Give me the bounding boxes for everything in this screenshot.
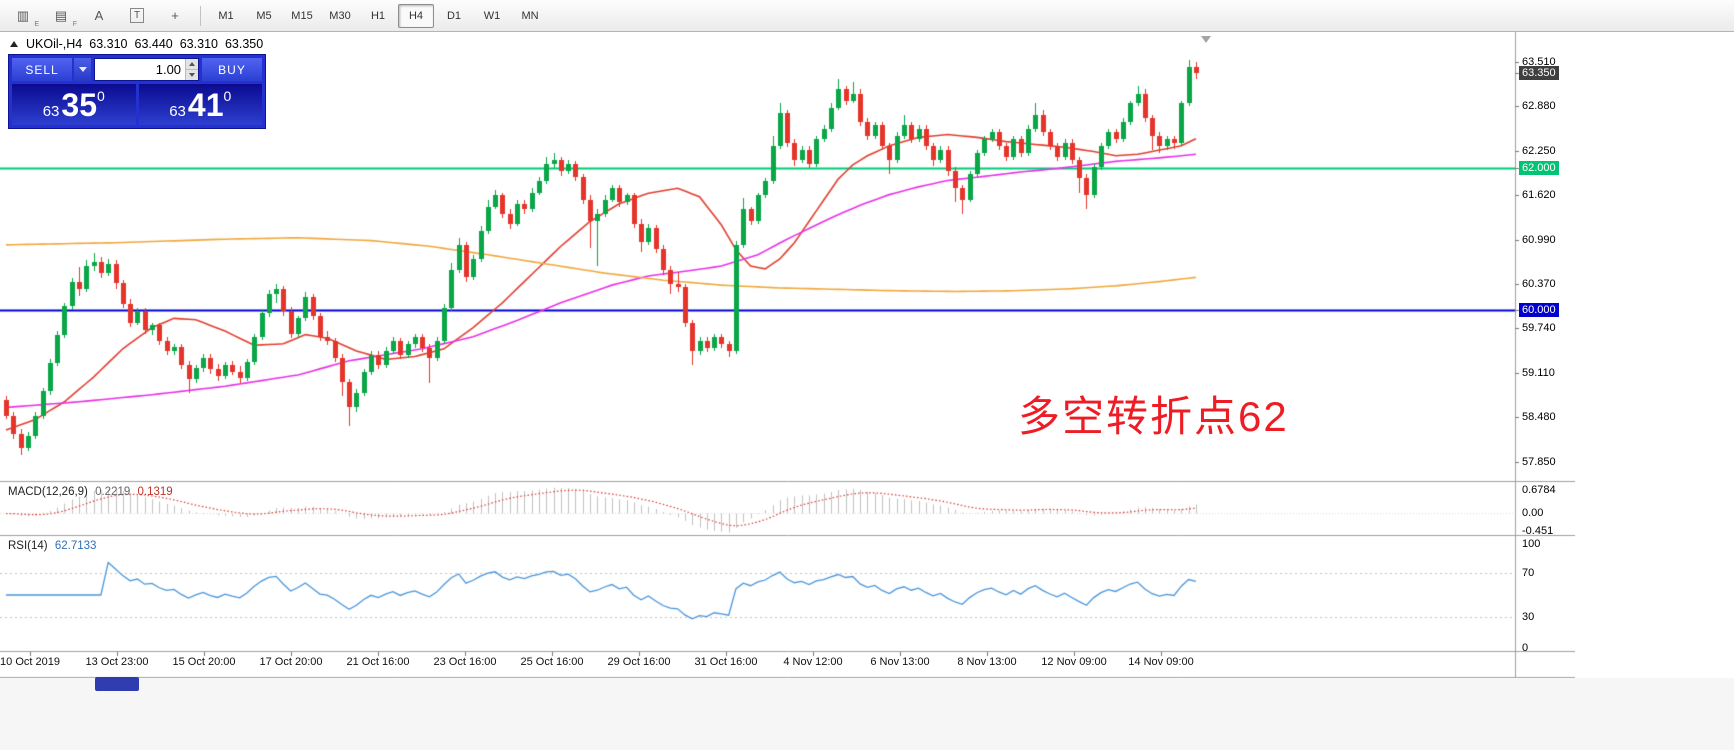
toolbar: ▥ E ▤ F A T + M1 M5 M15 M30 H1 H4 D1 W1 MN (0, 0, 1734, 32)
sell-price-point: 0 (96, 88, 105, 104)
sell-price-main: 35 (61, 86, 97, 123)
time-axis-label: 6 Nov 13:00 (870, 656, 930, 668)
timeframe-button-m5[interactable]: M5 (256, 9, 272, 22)
timeframe-button-mn[interactable]: MN (521, 9, 539, 22)
buy-button[interactable]: BUY (202, 58, 262, 81)
symbol-marker-icon (10, 41, 18, 47)
macd-axis-label: -0.451 (1522, 525, 1554, 537)
price-axis-label: 61.620 (1522, 189, 1556, 201)
time-axis-label: 15 Oct 20:00 (172, 656, 236, 668)
bottom-strip (0, 678, 1734, 750)
price-axis-label: 60.990 (1522, 234, 1556, 246)
sell-price[interactable]: 63 35 0 (12, 84, 136, 125)
rsi-value: 62.7133 (54, 540, 97, 552)
rsi-axis-label: 70 (1522, 567, 1535, 580)
buy-price[interactable]: 63 41 0 (138, 84, 262, 125)
price-axis-label: 62.880 (1522, 100, 1556, 112)
time-axis-label: 4 Nov 12:00 (783, 656, 843, 668)
rsi-label: RSI(14) 62.7133 (8, 540, 96, 552)
macd-pane[interactable] (0, 481, 1515, 535)
bottom-edge-fragment (95, 677, 139, 691)
price-axis-label: 62.000 (1519, 161, 1559, 175)
time-axis-label: 23 Oct 16:00 (433, 656, 497, 668)
macd-axis-label: 0.00 (1522, 507, 1544, 519)
price-axis-label: 63.350 (1519, 66, 1559, 80)
price-axis-label: 62.250 (1522, 145, 1556, 157)
toolbar-icon-group: ▥ E ▤ F A T + (5, 3, 193, 29)
time-axis-label: 31 Oct 16:00 (694, 656, 758, 668)
time-axis-label: 13 Oct 23:00 (85, 656, 149, 668)
rsi-axis-label: 100 (1522, 538, 1541, 550)
rsi-axis-label: 30 (1522, 610, 1535, 623)
timeframe-button-m1[interactable]: M1 (218, 9, 234, 22)
macd-axis-label: 0.6784 (1522, 484, 1556, 496)
buy-price-main: 41 (187, 86, 224, 123)
timeframe-button-m30[interactable]: M30 (329, 9, 351, 22)
chart-window-icon[interactable]: ▥ E (16, 7, 39, 28)
text-label-icon[interactable]: A (94, 8, 104, 23)
chart-annotation: 多空转折点62 (1018, 393, 1289, 440)
rsi-pane[interactable] (0, 535, 1515, 651)
spinner-up-icon (189, 62, 196, 66)
ohlc-high: 63.440 (134, 37, 173, 51)
timeframe-button-h4[interactable]: H4 (398, 3, 434, 28)
sell-dropdown-button[interactable] (74, 58, 91, 81)
sell-button[interactable]: SELL (12, 58, 72, 81)
time-axis-label: 21 Oct 16:00 (346, 656, 410, 668)
timeframe-group: M1 M5 M15 M30 H1 H4 D1 W1 MN (208, 3, 548, 28)
sell-price-prefix: 63 (42, 103, 60, 120)
timeframe-button-m15[interactable]: M15 (291, 9, 313, 22)
time-axis-label: 17 Oct 20:00 (259, 656, 323, 668)
price-axis-label: 63.510 (1522, 56, 1556, 68)
price-axis-label: 59.740 (1522, 322, 1556, 334)
trade-panel: SELL BUY 63 35 0 63 41 0 (8, 54, 266, 129)
ohlc-low: 63.310 (179, 37, 218, 51)
volume-stepper-down[interactable] (186, 69, 198, 80)
price-axis-label: 60.000 (1519, 303, 1559, 317)
rsi-name: RSI(14) (8, 540, 48, 552)
price-axis-label: 59.110 (1522, 367, 1555, 379)
macd-label: MACD(12,26,9) 0.2219 0.1319 (8, 486, 173, 498)
ohlc-open: 63.310 (89, 37, 128, 51)
crosshair-draw-icon[interactable]: + (171, 8, 179, 23)
chart-shift-marker-icon[interactable] (1201, 36, 1211, 43)
macd-value-signal: 0.1319 (137, 486, 173, 498)
symbol-name: UKOil-,H4 (26, 37, 83, 51)
price-axis-label: 58.480 (1522, 411, 1556, 423)
macd-name: MACD(12,26,9) (8, 486, 88, 498)
time-axis-label: 29 Oct 16:00 (607, 656, 671, 668)
time-axis-label: 8 Nov 13:00 (957, 656, 1017, 668)
price-axis-label: 60.370 (1522, 278, 1556, 290)
timeframe-button-d1[interactable]: D1 (446, 9, 462, 22)
profiles-icon[interactable]: ▤ F (54, 7, 77, 28)
volume-stepper-up[interactable] (186, 59, 198, 69)
rsi-axis-label: 0 (1522, 642, 1529, 654)
time-axis-label: 12 Nov 09:00 (1041, 656, 1107, 668)
timeframe-button-w1[interactable]: W1 (483, 9, 501, 22)
volume-input[interactable] (95, 59, 186, 80)
price-axis[interactable] (1515, 32, 1575, 651)
time-axis-label: 14 Nov 09:00 (1128, 656, 1194, 668)
dropdown-icon (78, 67, 87, 72)
timeframe-button-h1[interactable]: H1 (370, 9, 386, 22)
price-axis-label: 57.850 (1522, 456, 1556, 468)
macd-value-main: 0.2219 (95, 486, 131, 498)
symbol-header: UKOil-,H4 63.310 63.440 63.310 63.350 (10, 37, 263, 51)
ohlc-close: 63.350 (224, 37, 264, 51)
template-icon[interactable]: T (119, 3, 155, 29)
spinner-down-icon (189, 73, 196, 77)
time-axis-label: 25 Oct 16:00 (520, 656, 584, 668)
buy-price-prefix: 63 (169, 103, 186, 120)
time-axis-label: 10 Oct 2019 (0, 656, 60, 668)
buy-price-point: 0 (223, 88, 232, 104)
toolbar-separator (200, 5, 201, 26)
